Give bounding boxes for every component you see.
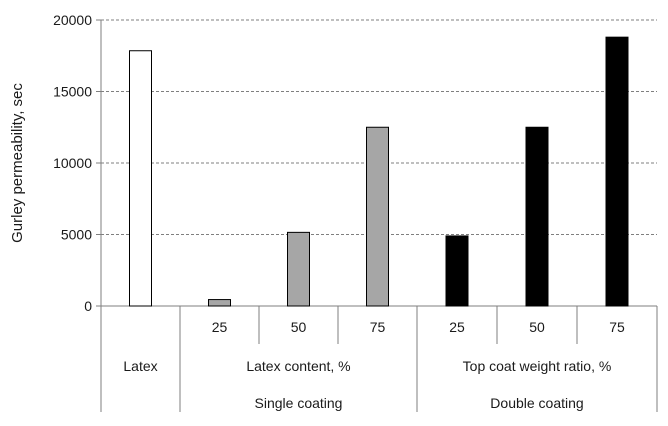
category-label: 25	[449, 319, 465, 335]
bar	[287, 231, 310, 307]
group-label: Latex content, %	[246, 358, 350, 374]
bars	[129, 36, 629, 307]
bar	[605, 36, 629, 307]
bar	[366, 126, 389, 307]
bar	[129, 50, 152, 307]
bar	[525, 126, 549, 307]
y-axis-label: Gurley permeability, sec	[9, 83, 26, 243]
y-tick-label: 15000	[53, 84, 92, 100]
category-label: 50	[529, 319, 545, 335]
y-tick-labels: 0 5000 10000 15000 20000	[53, 12, 92, 314]
bar	[208, 299, 231, 307]
category-axis-table: 25 50 75 25 50 75 Latex Latex content, % Top coa…	[100, 306, 658, 412]
y-tick-label: 20000	[53, 12, 92, 28]
category-label: 75	[370, 319, 386, 335]
y-tick-label: 5000	[61, 227, 92, 243]
bar	[445, 235, 469, 307]
group-label: Double coating	[490, 395, 583, 411]
y-tick-label: 0	[84, 298, 92, 314]
category-label: 75	[609, 319, 625, 335]
category-label: 50	[291, 319, 307, 335]
group-label: Single coating	[255, 395, 343, 411]
group-label: Latex	[123, 358, 157, 374]
group-label: Top coat weight ratio, %	[463, 358, 612, 374]
y-tick-label: 10000	[53, 155, 92, 171]
category-label: 25	[212, 319, 228, 335]
